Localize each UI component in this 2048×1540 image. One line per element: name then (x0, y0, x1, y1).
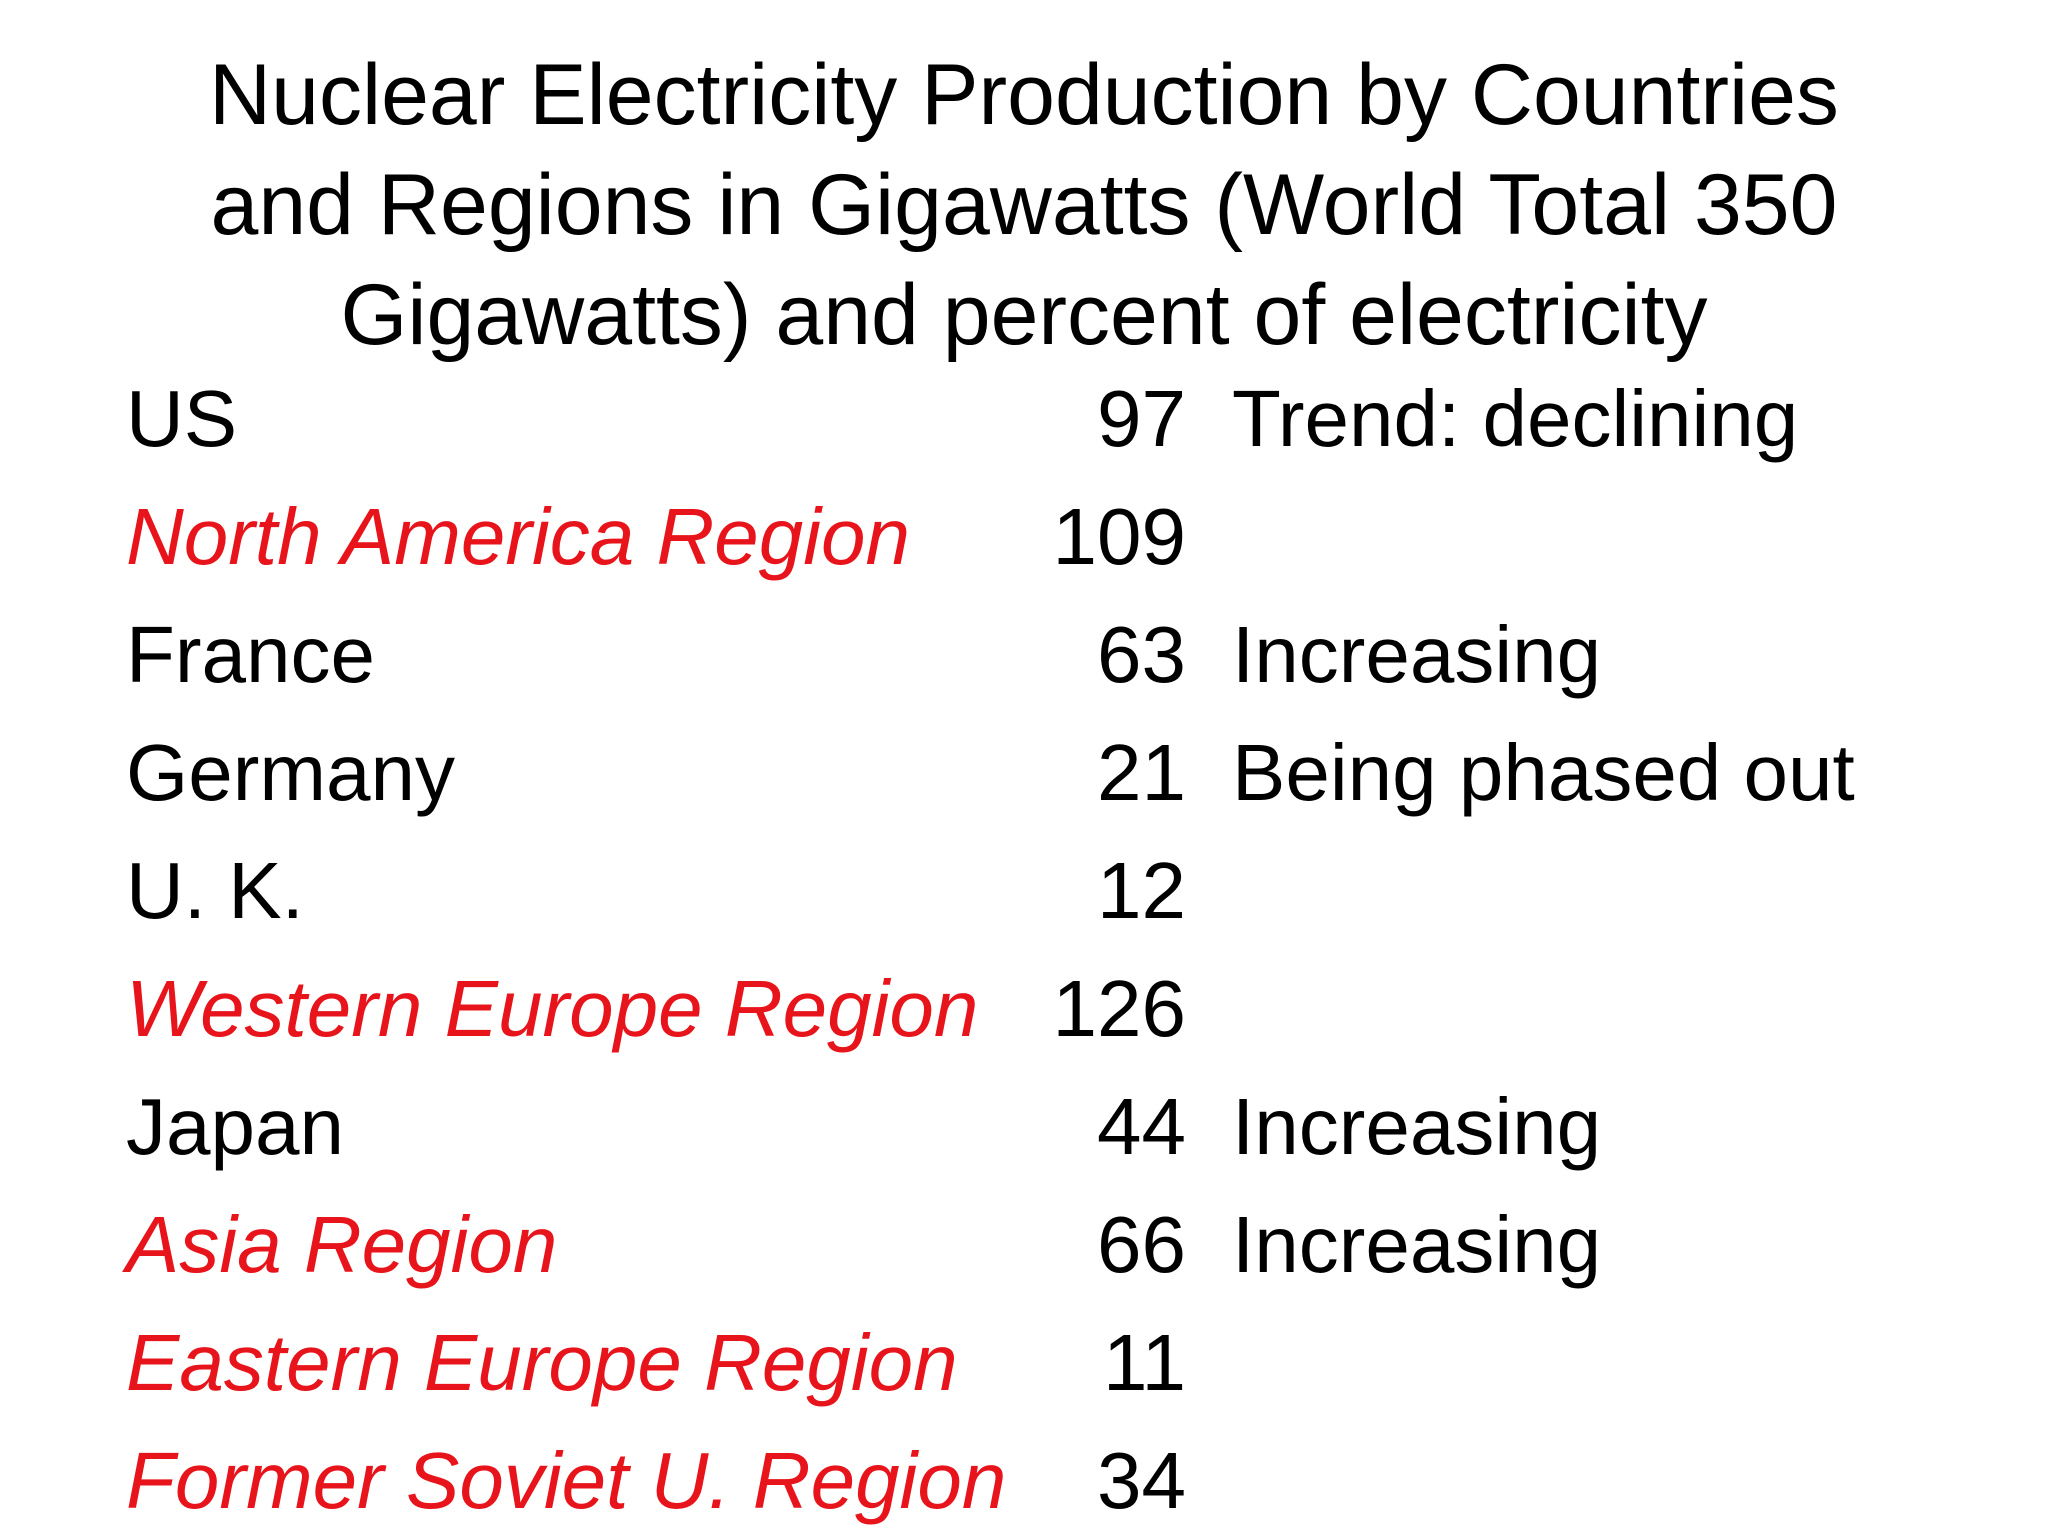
slide-title: Nuclear Electricity Production by Countr… (0, 40, 2048, 370)
gigawatt-value: 34 (1097, 1436, 1186, 1525)
table-row: US 97 Trend: declining (0, 360, 2048, 478)
table-row: Former Soviet U. Region 34 (0, 1422, 2048, 1540)
country-name: Japan (126, 1082, 344, 1171)
table-row: Germany 21 Being phased out (0, 714, 2048, 832)
gigawatt-value: 12 (1097, 846, 1186, 935)
trend-note: Being phased out (1232, 728, 1855, 817)
country-name: U. K. (126, 846, 304, 935)
table-row: Asia Region 66 Increasing (0, 1186, 2048, 1304)
trend-note: Increasing (1232, 1082, 1602, 1171)
gigawatt-value: 66 (1097, 1200, 1186, 1289)
country-name: US (126, 374, 238, 463)
gigawatt-value: 21 (1097, 728, 1186, 817)
title-line: Gigawatts) and percent of electricity (340, 267, 1708, 363)
gigawatt-value: 63 (1097, 610, 1186, 699)
region-name: Former Soviet U. Region (126, 1436, 1007, 1525)
gigawatt-value: 109 (1052, 492, 1186, 581)
region-name: Eastern Europe Region (126, 1318, 958, 1407)
table-row: Eastern Europe Region 11 (0, 1304, 2048, 1422)
region-name: North America Region (126, 492, 911, 581)
table-row: France 63 Increasing (0, 596, 2048, 714)
region-name: Asia Region (126, 1200, 558, 1289)
country-name: France (126, 610, 375, 699)
gigawatt-value: 126 (1052, 964, 1186, 1053)
region-name: Western Europe Region (126, 964, 979, 1053)
gigawatt-value: 44 (1097, 1082, 1186, 1171)
title-line: and Regions in Gigawatts (World Total 35… (210, 157, 1838, 253)
production-table: US 97 Trend: declining North America Reg… (0, 360, 2048, 1540)
table-row: North America Region 109 (0, 478, 2048, 596)
table-row: Western Europe Region 126 (0, 950, 2048, 1068)
table-row: Japan 44 Increasing (0, 1068, 2048, 1186)
trend-note: Increasing (1232, 610, 1602, 699)
trend-note: Trend: declining (1232, 374, 1799, 463)
title-line: Nuclear Electricity Production by Countr… (209, 47, 1839, 143)
table-row: U. K. 12 (0, 832, 2048, 950)
gigawatt-value: 97 (1097, 374, 1186, 463)
trend-note: Increasing (1232, 1200, 1602, 1289)
country-name: Germany (126, 728, 455, 817)
gigawatt-value: 11 (1102, 1318, 1186, 1407)
